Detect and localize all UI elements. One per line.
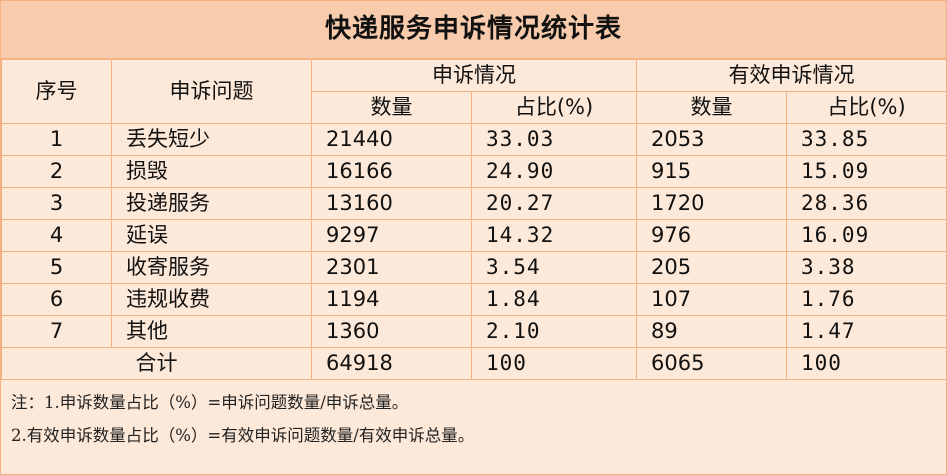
row-valid-count: 89 [636,315,787,348]
row-count: 16166 [311,155,472,188]
row-valid-ratio: 16.09 [786,219,947,252]
row-issue: 丢失短少 [111,123,312,156]
row-valid-ratio: 1.76 [786,283,947,316]
header-valid-complaints: 有效申诉情况 [636,59,947,92]
row-count: 2301 [311,251,472,284]
header-complaints: 申诉情况 [311,59,637,92]
row-count: 1194 [311,283,472,316]
row-seq: 7 [1,315,112,348]
table-row: 1 丢失短少 21440 33.03 2053 33.85 [1,123,947,156]
row-ratio: 1.84 [471,283,637,316]
footnotes: 注：1.申诉数量占比（%）=申诉问题数量/申诉总量。 2.有效申诉数量占比（%）… [1,380,946,452]
row-ratio: 2.10 [471,315,637,348]
table-row: 6 违规收费 1194 1.84 107 1.76 [1,283,947,316]
row-valid-count: 1720 [636,187,787,220]
row-valid-ratio: 33.85 [786,123,947,156]
header-issue: 申诉问题 [111,59,312,124]
header-seq: 序号 [1,59,112,124]
row-seq: 5 [1,251,112,284]
row-ratio: 20.27 [471,187,637,220]
table-row: 7 其他 1360 2.10 89 1.47 [1,315,947,348]
row-valid-ratio: 1.47 [786,315,947,348]
row-seq: 2 [1,155,112,188]
row-issue: 延误 [111,219,312,252]
row-issue: 收寄服务 [111,251,312,284]
row-issue: 损毁 [111,155,312,188]
row-valid-ratio: 15.09 [786,155,947,188]
header-valid-ratio: 占比(%) [786,91,947,124]
row-seq: 4 [1,219,112,252]
total-valid-count: 6065 [636,347,787,380]
row-ratio: 33.03 [471,123,637,156]
row-valid-count: 915 [636,155,787,188]
row-seq: 1 [1,123,112,156]
row-ratio: 3.54 [471,251,637,284]
row-ratio: 24.90 [471,155,637,188]
total-ratio: 100 [471,347,637,380]
row-count: 21440 [311,123,472,156]
table-title: 快递服务申诉情况统计表 [1,1,946,59]
row-valid-count: 976 [636,219,787,252]
total-row: 合计 64918 100 6065 100 [1,347,947,380]
footnote-2: 2.有效申诉数量占比（%）=有效申诉问题数量/有效申诉总量。 [11,426,475,445]
row-valid-count: 205 [636,251,787,284]
header-row-top: 序号 申诉问题 申诉情况 有效申诉情况 [1,59,947,124]
table-row: 4 延误 9297 14.32 976 16.09 [1,219,947,252]
row-count: 13160 [311,187,472,220]
total-valid-ratio: 100 [786,347,947,380]
row-valid-ratio: 28.36 [786,187,947,220]
total-count: 64918 [311,347,472,380]
row-issue: 其他 [111,315,312,348]
row-seq: 6 [1,283,112,316]
table-row: 5 收寄服务 2301 3.54 205 3.38 [1,251,947,284]
row-issue: 投递服务 [111,187,312,220]
row-issue: 违规收费 [111,283,312,316]
row-seq: 3 [1,187,112,220]
total-label: 合计 [1,347,312,380]
row-valid-ratio: 3.38 [786,251,947,284]
row-valid-count: 107 [636,283,787,316]
header-valid-count: 数量 [636,91,787,124]
row-count: 1360 [311,315,472,348]
row-ratio: 14.32 [471,219,637,252]
row-valid-count: 2053 [636,123,787,156]
header-ratio: 占比(%) [471,91,637,124]
footnote-1: 注：1.申诉数量占比（%）=申诉问题数量/申诉总量。 [11,393,409,412]
table-row: 2 损毁 16166 24.90 915 15.09 [1,155,947,188]
table-row: 3 投递服务 13160 20.27 1720 28.36 [1,187,947,220]
header-count: 数量 [311,91,472,124]
row-count: 9297 [311,219,472,252]
